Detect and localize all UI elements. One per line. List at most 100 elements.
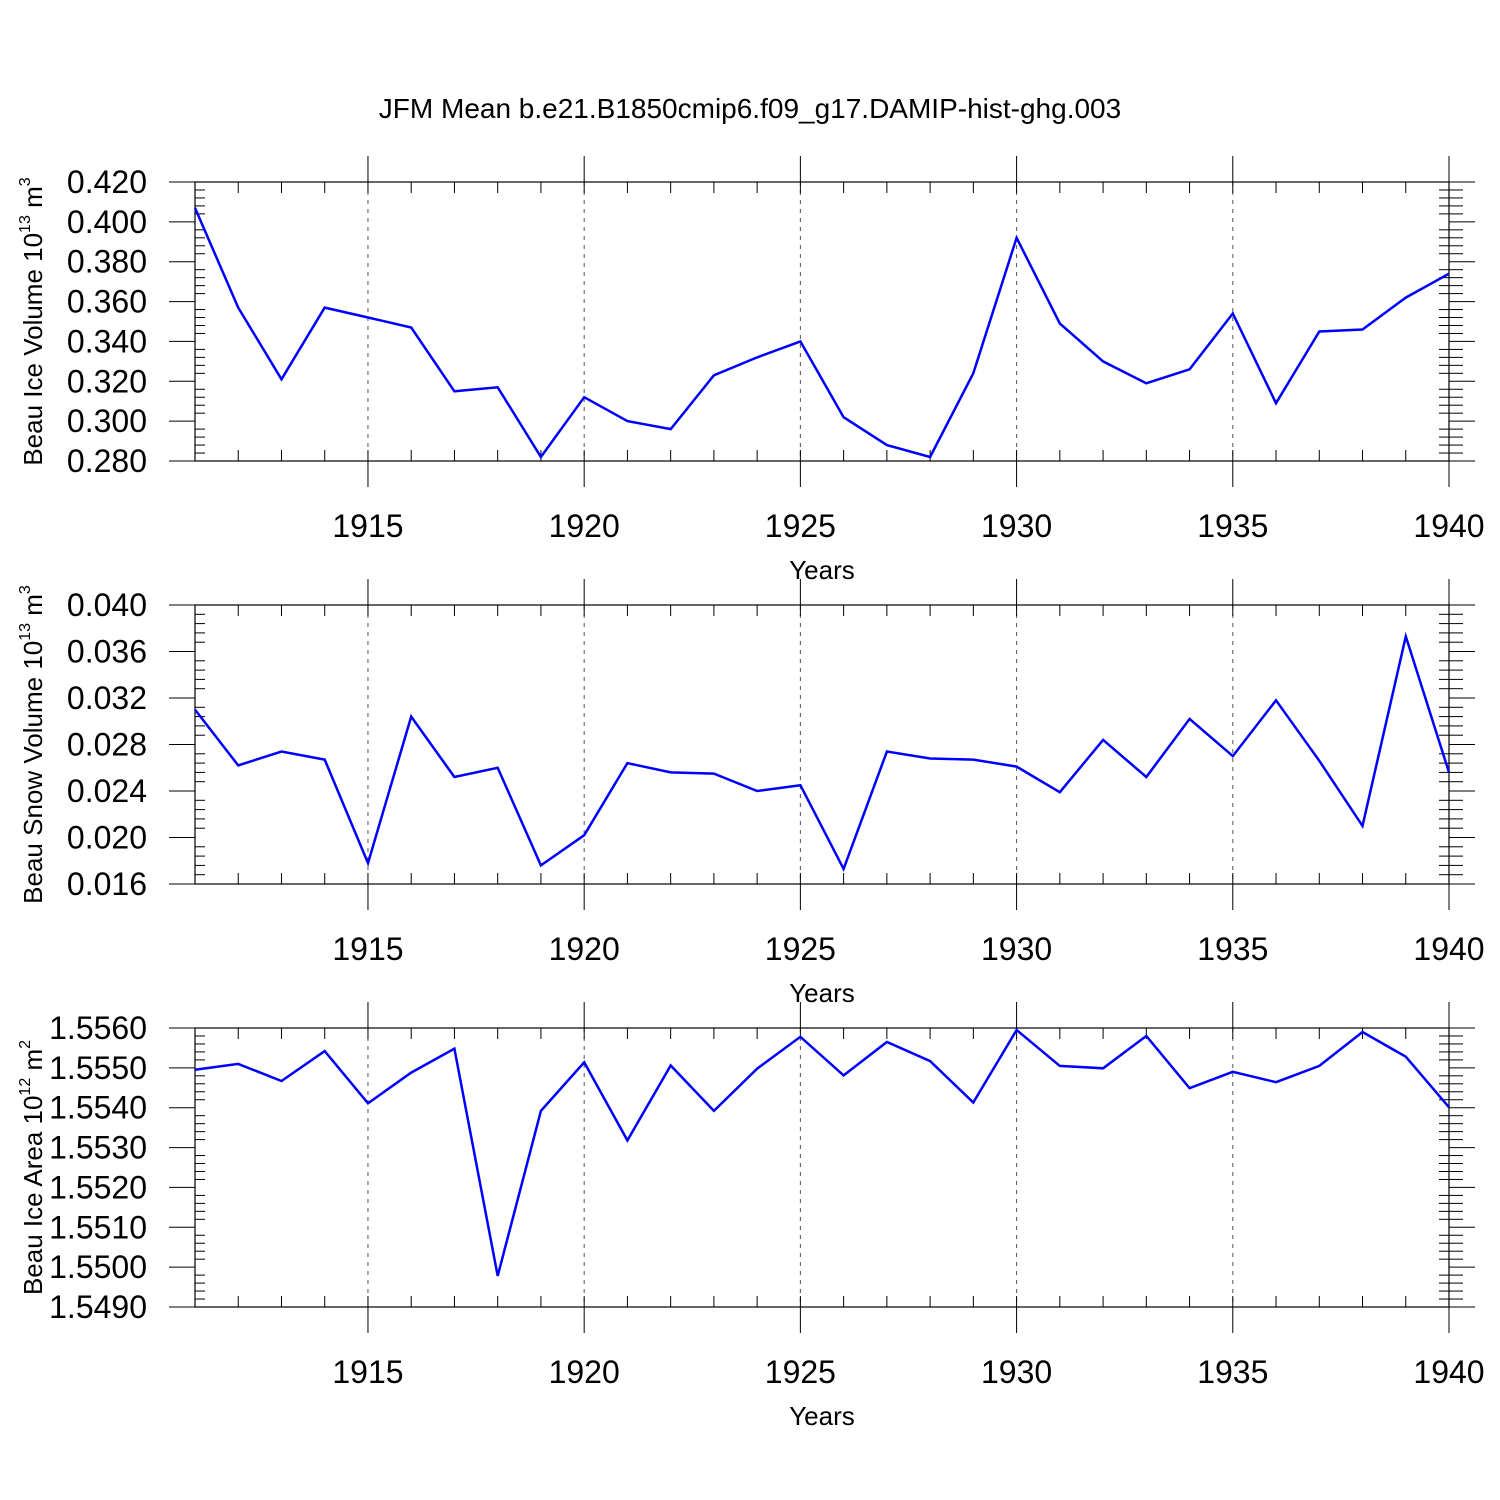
plot-frame-snow-volume: [194, 604, 1450, 885]
data-point-snow-volume-1932: [1102, 739, 1104, 741]
y-tick-label-ice-volume-5: 0.380: [67, 244, 147, 280]
y-tick-label-ice-volume-1: 0.300: [67, 403, 147, 439]
y-tick-label-ice-area-1: 1.5500: [49, 1249, 147, 1285]
data-point-ice-volume-1930: [1016, 237, 1018, 239]
data-point-ice-area-1912: [237, 1063, 239, 1065]
y-axis-title-snow-volume: Beau Snow Volume 1013 m3: [17, 585, 48, 904]
y-axis-title-text-snow-volume: Beau Snow Volume 10: [18, 641, 48, 904]
y-axis-title-exp-snow-volume: 13: [17, 623, 34, 641]
data-point-snow-volume-1931: [1059, 791, 1061, 793]
y-tick-label-ice-area-5: 1.5540: [49, 1090, 147, 1126]
data-point-ice-area-1917: [454, 1048, 456, 1050]
x-tick-label-snow-volume-3: 1930: [981, 931, 1052, 967]
data-point-ice-area-1913: [281, 1080, 283, 1082]
y-tick-label-snow-volume-3: 0.028: [67, 727, 147, 763]
y-axis-title-unit-snow-volume: m: [18, 594, 48, 623]
data-point-ice-area-1923: [713, 1110, 715, 1112]
plot-frame-ice-volume: [194, 181, 1450, 462]
y-tick-label-snow-volume-1: 0.020: [67, 820, 147, 856]
data-point-ice-area-1937: [1318, 1065, 1320, 1067]
data-point-ice-volume-1918: [497, 386, 499, 388]
data-point-snow-volume-1926: [843, 868, 845, 870]
data-point-snow-volume-1937: [1318, 760, 1320, 762]
data-point-ice-volume-1939: [1405, 297, 1407, 299]
data-point-ice-area-1938: [1362, 1031, 1364, 1033]
x-tick-label-ice-area-1: 1920: [549, 1354, 620, 1390]
series-line-snow-volume: [194, 631, 1451, 872]
data-point-ice-area-1936: [1275, 1081, 1277, 1083]
data-point-ice-volume-1923: [713, 375, 715, 377]
y-axis-title-ice-area: Beau Ice Area 1012 m2: [17, 1040, 48, 1295]
data-point-ice-area-1914: [324, 1050, 326, 1052]
data-point-snow-volume-1930: [1016, 766, 1018, 768]
y-tick-label-ice-area-2: 1.5510: [49, 1209, 147, 1245]
data-point-ice-volume-1914: [324, 307, 326, 309]
data-point-ice-volume-1922: [670, 428, 672, 430]
data-point-ice-volume-1916: [410, 327, 412, 329]
data-point-ice-volume-1940: [1448, 273, 1450, 275]
y-axis-title-text-ice-volume: Beau Ice Volume 10: [18, 233, 48, 466]
panel-snow-volume: 0.016 0.020 0.024 0.028 0.032 0.036 0.040 1915 1…: [17, 579, 1485, 1008]
data-point-ice-volume-1920: [583, 396, 585, 398]
data-point-snow-volume-1921: [627, 762, 629, 764]
y-tick-label-ice-volume-0: 0.280: [67, 443, 147, 479]
data-point-ice-volume-1929: [973, 373, 975, 375]
data-point-ice-area-1929: [973, 1102, 975, 1104]
x-tick-label-snow-volume-4: 1935: [1197, 931, 1268, 967]
y-tick-label-ice-area-7: 1.5560: [49, 1010, 147, 1046]
y-axis-title-unit-ice-volume: m: [18, 186, 48, 215]
data-point-snow-volume-1925: [800, 784, 802, 786]
y-tick-label-ice-volume-2: 0.320: [67, 363, 147, 399]
series-line-ice-area: [194, 1028, 1450, 1277]
x-tick-label-ice-area-3: 1930: [981, 1354, 1052, 1390]
y-axis-title-unit-exp-snow-volume: 3: [17, 585, 34, 594]
data-point-ice-volume-1935: [1232, 313, 1234, 315]
data-point-ice-volume-1919: [540, 456, 542, 458]
data-point-snow-volume-1914: [324, 759, 326, 761]
y-tick-label-snow-volume-5: 0.036: [67, 634, 147, 670]
data-point-ice-volume-1934: [1189, 369, 1191, 371]
y-axis-title-ice-volume: Beau Ice Volume 1013 m3: [17, 177, 48, 465]
series-line-ice-volume: [193, 207, 1450, 460]
x-tick-label-ice-volume-3: 1930: [981, 508, 1052, 544]
data-point-ice-area-1930: [1016, 1029, 1018, 1031]
data-point-ice-area-1935: [1232, 1071, 1234, 1073]
y-axis-title-text-ice-area: Beau Ice Area 10: [18, 1096, 48, 1295]
data-point-ice-area-1911: [194, 1069, 196, 1071]
data-point-ice-volume-1911: [194, 207, 196, 209]
data-point-ice-volume-1933: [1146, 382, 1148, 384]
data-point-ice-area-1921: [627, 1140, 629, 1142]
data-point-ice-volume-1931: [1059, 323, 1061, 325]
x-tick-label-ice-area-5: 1940: [1413, 1354, 1484, 1390]
data-point-snow-volume-1940: [1448, 772, 1450, 774]
data-point-snow-volume-1917: [454, 776, 456, 778]
data-point-ice-area-1934: [1189, 1087, 1191, 1089]
x-tick-label-snow-volume-1: 1920: [549, 931, 620, 967]
y-tick-label-ice-volume-7: 0.420: [67, 164, 147, 200]
data-point-ice-area-1933: [1146, 1035, 1148, 1037]
y-tick-label-ice-volume-3: 0.340: [67, 323, 147, 359]
y-tick-label-ice-volume-4: 0.360: [67, 284, 147, 320]
data-point-snow-volume-1911: [194, 709, 196, 711]
y-tick-label-ice-area-6: 1.5550: [49, 1050, 147, 1086]
x-tick-label-ice-volume-0: 1915: [332, 508, 403, 544]
data-point-ice-area-1931: [1059, 1065, 1061, 1067]
data-point-snow-volume-1935: [1232, 755, 1234, 757]
data-point-snow-volume-1938: [1362, 825, 1364, 827]
data-point-ice-volume-1928: [929, 456, 931, 458]
data-point-ice-volume-1917: [454, 390, 456, 392]
data-point-ice-volume-1936: [1275, 402, 1277, 404]
y-tick-label-ice-area-4: 1.5530: [49, 1130, 147, 1166]
data-point-ice-area-1915: [367, 1103, 369, 1105]
data-point-ice-area-1919: [540, 1110, 542, 1112]
data-point-snow-volume-1924: [756, 790, 758, 792]
plot-frame-ice-area: [194, 1027, 1450, 1308]
data-point-ice-area-1926: [843, 1075, 845, 1077]
data-point-ice-volume-1932: [1102, 361, 1104, 363]
data-point-ice-volume-1937: [1318, 331, 1320, 333]
data-point-ice-area-1920: [583, 1061, 585, 1063]
data-point-ice-volume-1915: [367, 317, 369, 319]
